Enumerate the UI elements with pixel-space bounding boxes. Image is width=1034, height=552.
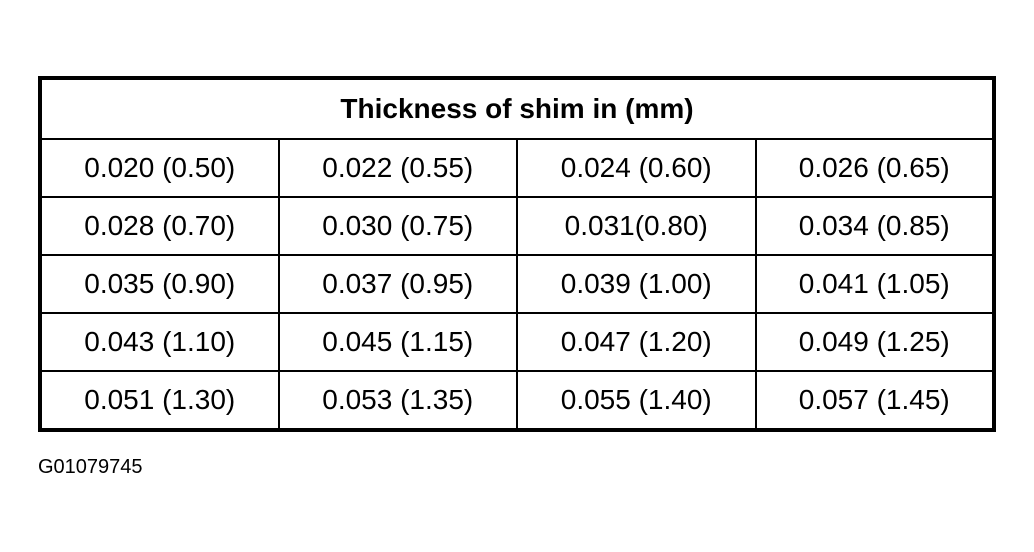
table-cell: 0.053 (1.35) xyxy=(277,370,518,431)
table-cell: 0.030 (0.75) xyxy=(277,196,518,256)
table-cell: 0.034 (0.85) xyxy=(754,196,995,256)
table-cell: 0.051 (1.30) xyxy=(39,370,280,431)
table-cell: 0.047 (1.20) xyxy=(516,312,757,372)
table-cell: 0.043 (1.10) xyxy=(39,312,280,372)
table-cell: 0.041 (1.05) xyxy=(754,254,995,314)
table-row: 0.043 (1.10) 0.045 (1.15) 0.047 (1.20) 0.04… xyxy=(39,312,995,372)
shim-table: Thickness of shim in (mm) 0.020 (0.50) 0.… xyxy=(38,76,996,432)
table-cell: 0.055 (1.40) xyxy=(516,370,757,431)
table-row: 0.028 (0.70) 0.030 (0.75) 0.031(0.80) 0.034… xyxy=(39,196,995,256)
table-cell: 0.026 (0.65) xyxy=(754,138,995,198)
table-body: 0.020 (0.50) 0.022 (0.55) 0.024 (0.60) 0.02… xyxy=(39,138,995,431)
table-cell: 0.037 (0.95) xyxy=(277,254,518,314)
table-row: 0.051 (1.30) 0.053 (1.35) 0.055 (1.40) 0.05… xyxy=(39,370,995,431)
table-cell: 0.035 (0.90) xyxy=(39,254,280,314)
table-cell: 0.024 (0.60) xyxy=(516,138,757,198)
table-cell: 0.049 (1.25) xyxy=(754,312,995,372)
table-cell: 0.022 (0.55) xyxy=(277,138,518,198)
table-cell: 0.028 (0.70) xyxy=(39,196,280,256)
header-row: Thickness of shim in (mm) xyxy=(39,77,995,140)
table-cell: 0.039 (1.00) xyxy=(516,254,757,314)
table-cell: 0.045 (1.15) xyxy=(277,312,518,372)
table-cell: 0.057 (1.45) xyxy=(754,370,995,431)
table-row: 0.020 (0.50) 0.022 (0.55) 0.024 (0.60) 0.02… xyxy=(39,138,995,198)
table-cell: 0.020 (0.50) xyxy=(39,138,280,198)
table-title: Thickness of shim in (mm) xyxy=(39,77,995,140)
figure-code: G01079745 xyxy=(38,456,143,478)
table-row: 0.035 (0.90) 0.037 (0.95) 0.039 (1.00) 0.04… xyxy=(39,254,995,314)
table-cell: 0.031(0.80) xyxy=(516,196,757,256)
